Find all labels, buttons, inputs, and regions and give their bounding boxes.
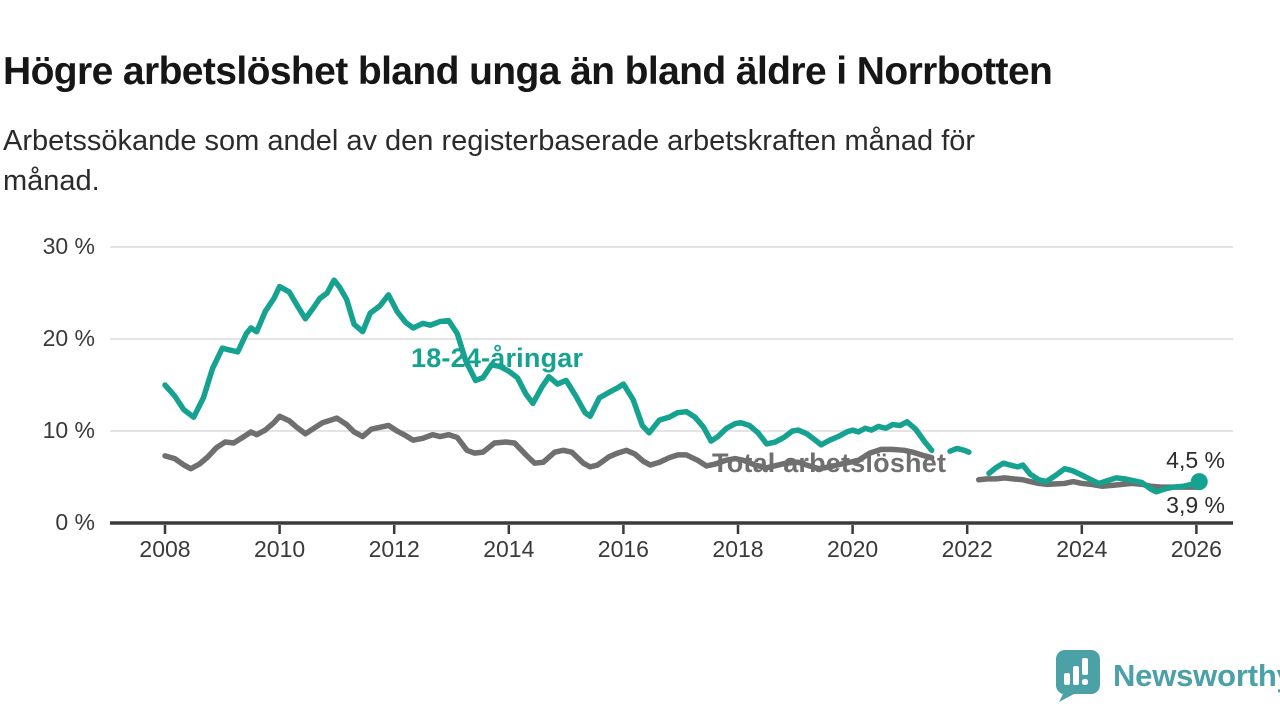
y-axis-tick-label: 10 % [42,417,95,443]
newsworthy-logo-icon [1056,650,1100,702]
logo-bar-small [1064,673,1070,685]
x-axis-tick-label: 2020 [827,536,879,562]
x-axis-tick-label: 2024 [1056,536,1108,562]
x-axis-tick-label: 2018 [712,536,764,562]
x-axis-tick-label: 2010 [254,536,306,562]
x-axis-tick-label: 2008 [139,536,191,562]
logo-bar-medium [1073,666,1079,685]
y-axis-tick-label: 30 % [42,233,95,259]
x-axis-tick-label: 2022 [941,536,993,562]
x-axis-tick-label: 2026 [1170,536,1222,562]
latest-value-total: 3,9 % [1166,492,1225,518]
series-line-total [975,475,1203,490]
series-label-youth: 18-24-åringar [411,343,584,373]
x-axis-tick-label: 2016 [597,536,649,562]
y-axis-tick-label: 0 % [55,509,95,535]
newsworthy-logo: Newsworthy [1052,648,1280,704]
y-axis-tick-label: 20 % [42,325,95,351]
subtitle-line-2: månad. [3,165,100,197]
x-axis-tick-label: 2012 [368,536,420,562]
x-axis-tick-label: 2014 [483,536,535,562]
logo-exclamation-bar [1082,658,1088,675]
page-title: Högre arbetslöshet bland unga än bland ä… [3,50,1053,94]
latest-value-youth: 4,5 % [1166,447,1225,473]
series-end-dot [1190,473,1208,491]
series-label-total: Total arbetslöshet [712,448,947,478]
subtitle-line-1: Arbetssökande som andel av den registerb… [3,125,976,157]
logo-exclamation-dot [1082,679,1088,685]
chart-subtitle: Arbetssökande som andel av den registerb… [3,121,975,201]
newsworthy-logo-text: Newsworthy [1113,658,1280,693]
series-line-youth [947,445,972,455]
